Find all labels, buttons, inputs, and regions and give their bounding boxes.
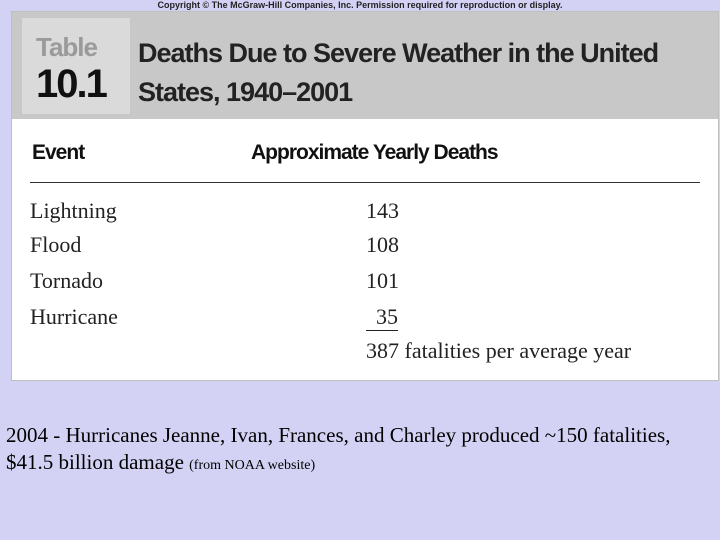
table-label-number: 10.1 — [36, 62, 108, 106]
table-header-band: Table 10.1 Deaths Due to Severe Weather … — [12, 12, 718, 119]
row-hurricane-deaths: 35 — [366, 304, 398, 331]
footnote: 2004 - Hurricanes Jeanne, Ivan, Frances,… — [6, 422, 706, 479]
header-rule — [30, 182, 700, 183]
table-title: Deaths Due to Severe Weather in the Unit… — [138, 38, 659, 107]
row-flood-event: Flood — [30, 232, 82, 257]
row-lightning-event: Lightning — [30, 198, 117, 223]
table-label-box: Table 10.1 — [22, 18, 130, 114]
row-hurricane-event: Hurricane — [30, 304, 118, 329]
table-figure: Table 10.1 Deaths Due to Severe Weather … — [12, 12, 718, 380]
row-tornado-deaths: 101 — [366, 268, 399, 293]
row-flood-deaths: 108 — [366, 232, 399, 257]
column-header-event: Event — [32, 141, 85, 164]
table-total: 387 fatalities per average year — [366, 338, 632, 363]
table-label-word: Table — [36, 32, 98, 62]
copyright-notice: Copyright © The McGraw-Hill Companies, I… — [157, 0, 563, 10]
column-header-deaths: Approximate Yearly Deaths — [251, 141, 499, 164]
row-tornado-event: Tornado — [30, 268, 103, 293]
footnote-text: 2004 - Hurricanes Jeanne, Ivan, Frances,… — [6, 423, 671, 474]
row-lightning-deaths: 143 — [366, 198, 399, 223]
footnote-source: (from NOAA website) — [189, 458, 316, 473]
